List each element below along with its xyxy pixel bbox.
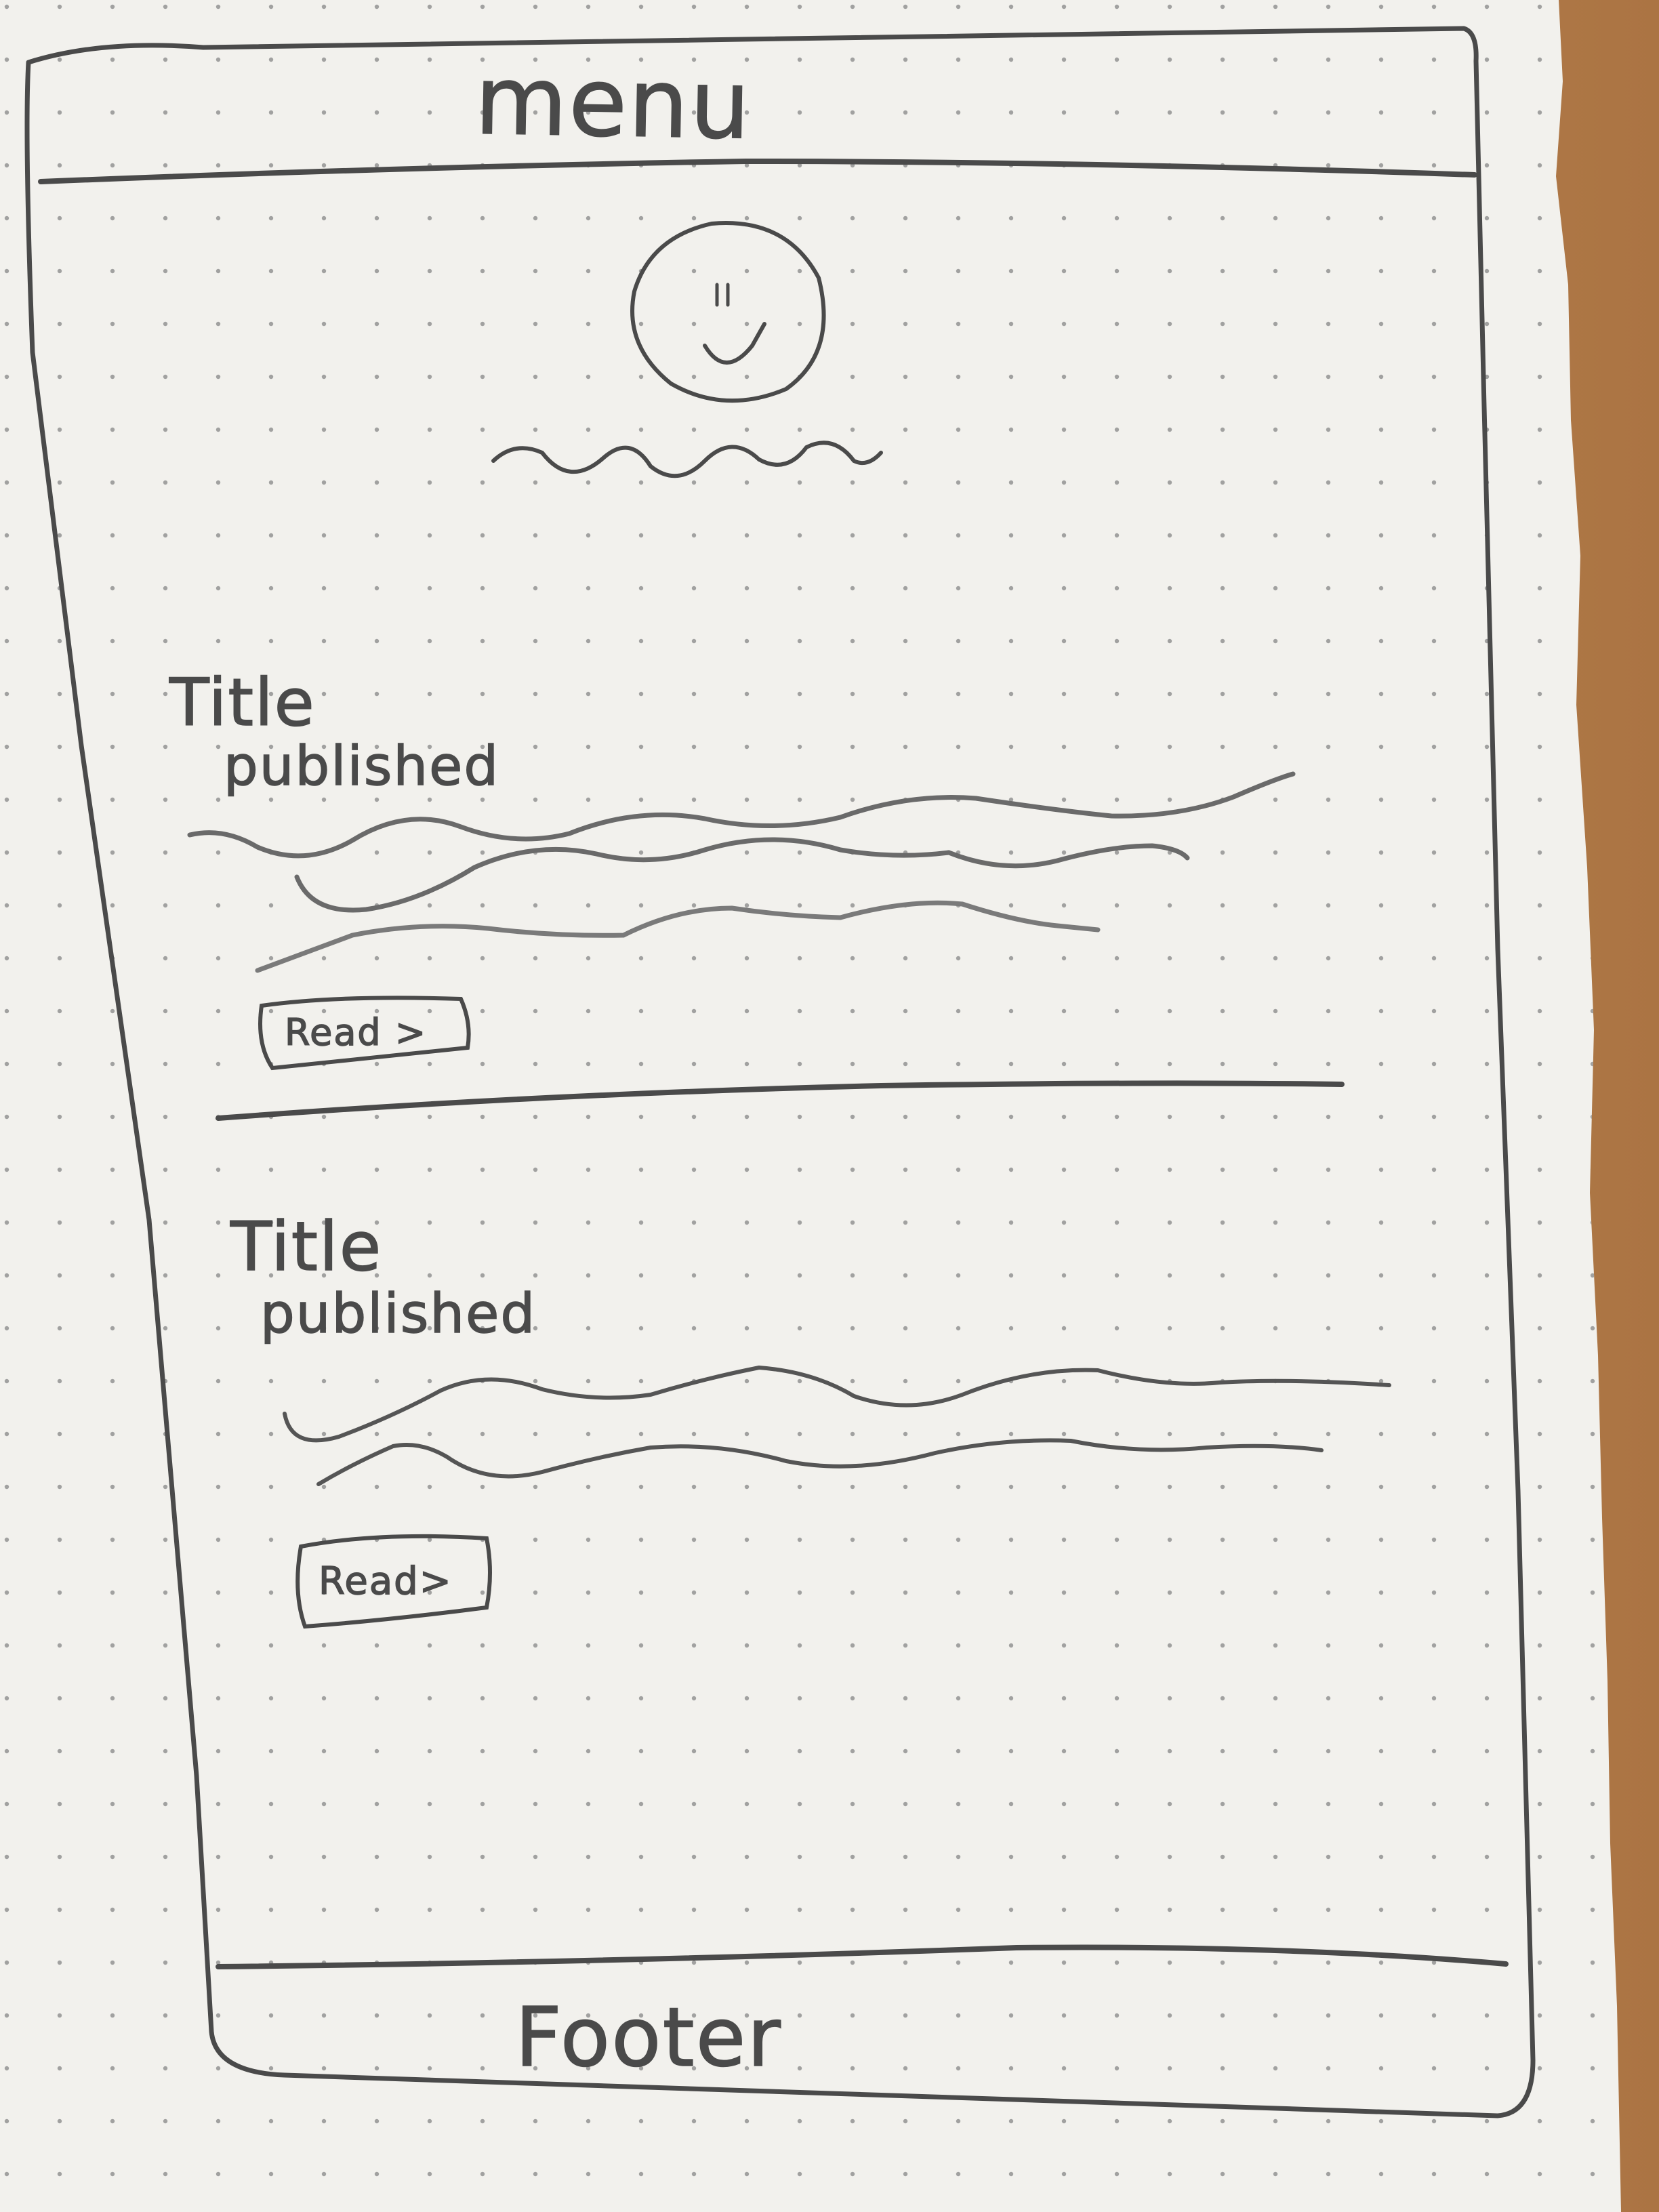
footer-divider — [216, 1944, 1509, 1969]
article-2-text-line-2 — [316, 1438, 1324, 1486]
article-2-read-label: Read> — [319, 1559, 453, 1603]
article-2-title[interactable]: Title — [229, 1206, 382, 1287]
article-2-published: published — [260, 1282, 536, 1345]
avatar-icon — [630, 221, 826, 403]
article-1-read-label: Read > — [285, 1011, 427, 1054]
article-1-title[interactable]: Title — [168, 664, 316, 741]
article-2-text-line-1 — [283, 1365, 1391, 1443]
article-1-text-line-1 — [187, 771, 1296, 859]
article-2-read-button[interactable]: Read> — [295, 1534, 492, 1629]
article-1-published: published — [224, 735, 499, 798]
avatar-caption-squiggle — [491, 441, 883, 478]
article-1-read-button[interactable]: Read > — [258, 996, 471, 1071]
article-divider — [216, 1080, 1345, 1121]
header-divider — [38, 158, 1477, 184]
phone-frame — [24, 26, 1536, 2118]
article-1-text-line-3 — [255, 900, 1101, 973]
menu-label[interactable]: menu — [474, 45, 753, 162]
article-1-text-line-2 — [294, 837, 1190, 913]
footer-label[interactable]: Footer — [514, 1990, 782, 2086]
